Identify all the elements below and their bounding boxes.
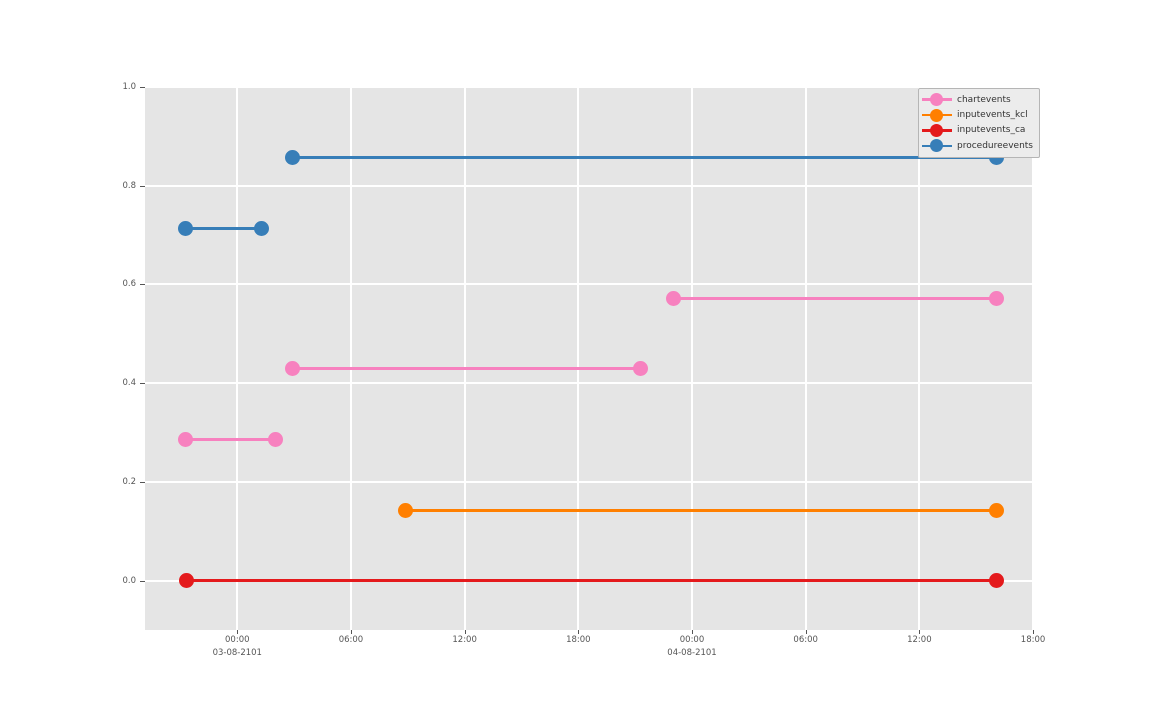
y-tick-mark	[140, 284, 145, 286]
legend-marker-dot	[930, 139, 943, 153]
event-end-dot	[989, 502, 1005, 518]
legend-item-inputevents_kcl: inputevents_kcl	[922, 107, 1033, 122]
event-start-dot	[284, 361, 300, 377]
x-gridline	[1032, 87, 1035, 630]
x-tick-mark	[464, 630, 466, 634]
x-gridline	[577, 87, 580, 630]
legend-label: inputevents_kcl	[957, 110, 1028, 121]
x-gridline	[236, 87, 239, 630]
y-tick-mark	[140, 185, 145, 187]
event-start-dot	[178, 431, 194, 447]
event-segment-line	[292, 156, 997, 160]
legend-label: chartevents	[957, 94, 1011, 105]
event-start-dot	[178, 220, 194, 236]
y-gridline	[145, 86, 1034, 88]
y-tick-label: 0.0	[122, 575, 136, 586]
legend-marker-dot	[930, 93, 943, 107]
x-gridline	[463, 87, 466, 630]
legend-item-inputevents_ca: inputevents_ca	[922, 123, 1033, 138]
plot-area	[145, 87, 1034, 630]
x-gridline	[804, 87, 807, 630]
x-tick-label: 18:00	[1020, 635, 1046, 645]
event-segment-line	[673, 297, 997, 301]
event-end-dot	[267, 431, 283, 447]
x-date-label: 04-08-2101	[667, 648, 717, 658]
event-start-dot	[398, 502, 414, 518]
event-end-dot	[633, 361, 649, 377]
y-gridline	[145, 480, 1034, 483]
event-segment-line	[185, 226, 262, 230]
legend-marker-dot	[930, 123, 943, 137]
legend-marker	[922, 123, 952, 137]
x-tick-label: 06:00	[338, 635, 364, 645]
event-end-dot	[989, 291, 1005, 307]
legend-marker	[922, 93, 952, 107]
event-segment-line	[185, 437, 276, 441]
x-tick-label: 06:00	[793, 635, 818, 645]
legend-label: inputevents_ca	[957, 125, 1026, 136]
event-end-dot	[254, 220, 270, 236]
legend-label: procedureevents	[957, 140, 1033, 151]
y-gridline	[145, 184, 1034, 187]
x-gridline	[691, 87, 693, 630]
y-tick-mark	[140, 580, 145, 582]
event-end-dot	[989, 573, 1005, 589]
x-tick-mark	[578, 630, 580, 634]
y-tick-label: 0.6	[122, 279, 136, 290]
event-segment-line	[292, 367, 641, 371]
x-tick-label: 12:00	[907, 635, 932, 645]
y-tick-label: 1.0	[122, 82, 136, 92]
x-tick-label: 00:00	[679, 635, 705, 645]
y-gridline	[145, 382, 1034, 385]
x-tick-mark	[919, 630, 921, 634]
y-tick-label: 0.4	[122, 378, 136, 389]
y-tick-mark	[140, 87, 145, 88]
event-start-dot	[665, 291, 681, 307]
y-tick-mark	[140, 481, 145, 483]
x-tick-mark	[350, 630, 352, 634]
event-segment-line	[186, 579, 997, 583]
x-tick-label: 18:00	[566, 635, 591, 645]
x-tick-mark	[692, 630, 693, 634]
x-date-label: 03-08-2101	[212, 648, 262, 658]
x-tick-label: 12:00	[452, 635, 477, 645]
event-start-dot	[178, 573, 194, 589]
x-gridline	[918, 87, 921, 630]
legend-marker	[922, 108, 952, 122]
x-tick-mark	[805, 630, 807, 634]
y-tick-label: 0.8	[122, 180, 136, 191]
x-tick-label: 00:00	[225, 635, 250, 645]
legend-marker-dot	[930, 108, 943, 122]
x-gridline	[349, 87, 352, 630]
legend-marker	[922, 139, 952, 153]
x-tick-mark	[1033, 630, 1035, 634]
legend-item-chartevents: chartevents	[922, 92, 1033, 107]
event-segment-line	[405, 508, 997, 512]
y-gridline	[145, 283, 1034, 286]
legend-item-procedureevents: procedureevents	[922, 138, 1033, 153]
legend: chartevents inputevents_kcl inputevents_ca…	[918, 88, 1040, 158]
event-start-dot	[284, 150, 300, 166]
y-tick-label: 0.2	[122, 476, 136, 487]
x-tick-mark	[237, 630, 239, 634]
y-tick-mark	[140, 383, 145, 385]
